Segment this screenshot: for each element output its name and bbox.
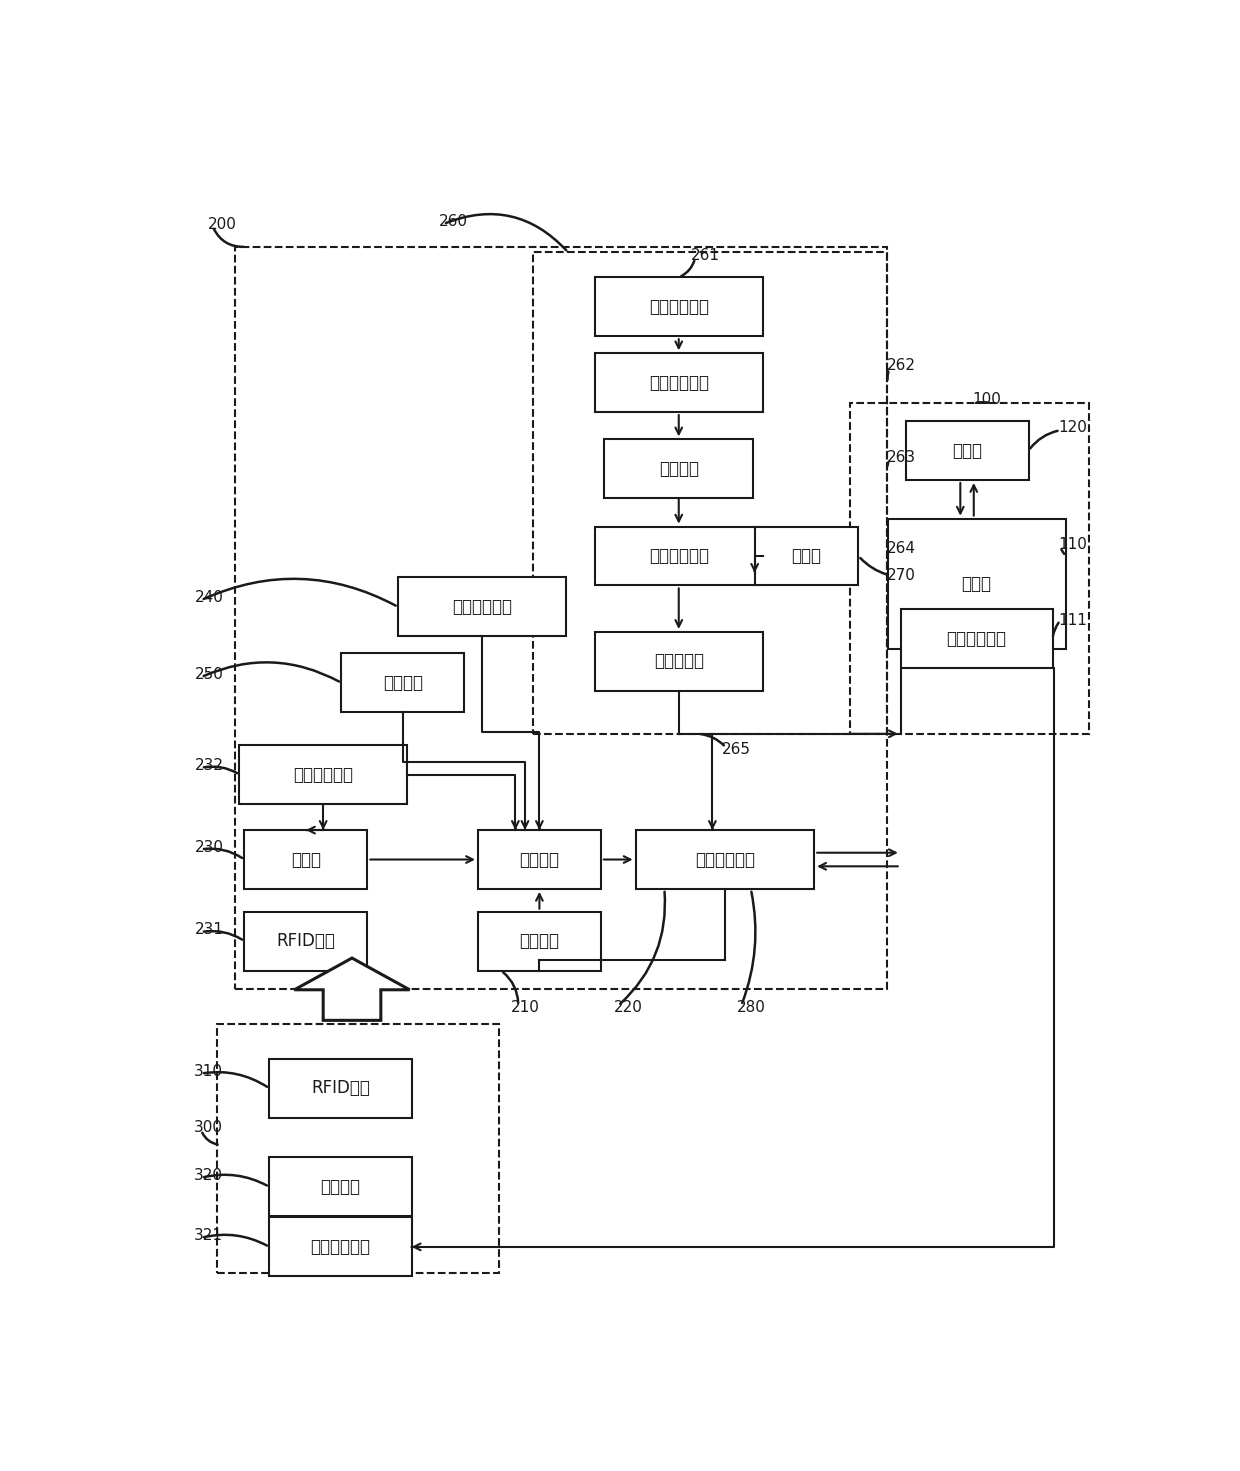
Text: 230: 230	[196, 840, 224, 855]
Text: 320: 320	[193, 1168, 222, 1183]
Text: 111: 111	[1058, 613, 1087, 628]
Text: 120: 120	[1058, 421, 1087, 435]
Bar	[244, 912, 367, 971]
Text: 232: 232	[196, 758, 224, 772]
Text: RFID码片: RFID码片	[277, 933, 335, 950]
Text: 解锁计时模块: 解锁计时模块	[451, 597, 512, 616]
Bar	[595, 527, 763, 585]
Bar	[755, 527, 858, 585]
Bar	[595, 633, 763, 691]
Text: 锁控通信单元: 锁控通信单元	[694, 850, 755, 868]
Text: 数字键盘单元: 数字键盘单元	[293, 765, 353, 784]
Text: 262: 262	[888, 357, 916, 374]
Text: 信号放大单元: 信号放大单元	[649, 374, 709, 391]
Text: 231: 231	[196, 922, 224, 937]
Text: 延时控制单元: 延时控制单元	[649, 547, 709, 565]
Text: 100: 100	[972, 393, 1001, 407]
Text: 服务器: 服务器	[952, 441, 982, 459]
Bar	[217, 1024, 498, 1272]
Bar	[595, 278, 763, 337]
Text: 263: 263	[888, 450, 916, 465]
Polygon shape	[294, 958, 409, 1021]
Text: 红外感应单元: 红外感应单元	[649, 297, 709, 316]
Bar	[477, 912, 601, 971]
Text: 记录模块: 记录模块	[383, 674, 423, 691]
Bar	[269, 1158, 412, 1217]
Text: 210: 210	[511, 1000, 539, 1015]
Text: 110: 110	[1058, 537, 1087, 552]
Text: RFID标签: RFID标签	[311, 1080, 370, 1097]
Bar	[604, 440, 753, 499]
Text: 供电模块: 供电模块	[520, 933, 559, 950]
Text: 整形单元: 整形单元	[658, 460, 699, 478]
Text: 261: 261	[691, 249, 720, 263]
Text: 移动通信单元: 移动通信单元	[310, 1239, 371, 1256]
Text: 控制模块: 控制模块	[520, 850, 559, 868]
Text: 250: 250	[196, 668, 224, 683]
Text: 光电耦合器: 光电耦合器	[653, 652, 704, 671]
Text: 321: 321	[193, 1228, 222, 1243]
Text: 270: 270	[888, 568, 916, 583]
Bar	[888, 519, 1065, 649]
Bar	[244, 830, 367, 888]
Text: 280: 280	[737, 1000, 765, 1015]
Text: 260: 260	[439, 215, 467, 229]
Text: 265: 265	[722, 743, 751, 758]
Bar	[269, 1218, 412, 1277]
Text: 300: 300	[193, 1121, 222, 1136]
Text: 智能锁: 智能锁	[291, 850, 321, 868]
Text: 主控机: 主控机	[962, 575, 992, 593]
Text: 310: 310	[193, 1064, 222, 1078]
Bar	[341, 653, 465, 712]
Bar	[905, 421, 1028, 480]
Bar	[398, 578, 565, 637]
Text: 200: 200	[208, 216, 237, 231]
Bar	[900, 609, 1053, 668]
Bar	[477, 830, 601, 888]
Text: 240: 240	[196, 590, 224, 606]
Bar	[533, 253, 888, 734]
Bar	[595, 353, 763, 412]
Text: 通讯设备: 通讯设备	[320, 1178, 361, 1196]
Bar	[849, 403, 1089, 734]
Text: 220: 220	[614, 1000, 644, 1015]
Text: 指示灯: 指示灯	[791, 547, 822, 565]
Bar	[234, 247, 888, 989]
Bar	[636, 830, 813, 888]
Bar	[269, 1059, 412, 1118]
Text: 主控通信单元: 主控通信单元	[946, 630, 1007, 647]
Text: 264: 264	[888, 540, 916, 556]
Bar	[239, 746, 407, 805]
